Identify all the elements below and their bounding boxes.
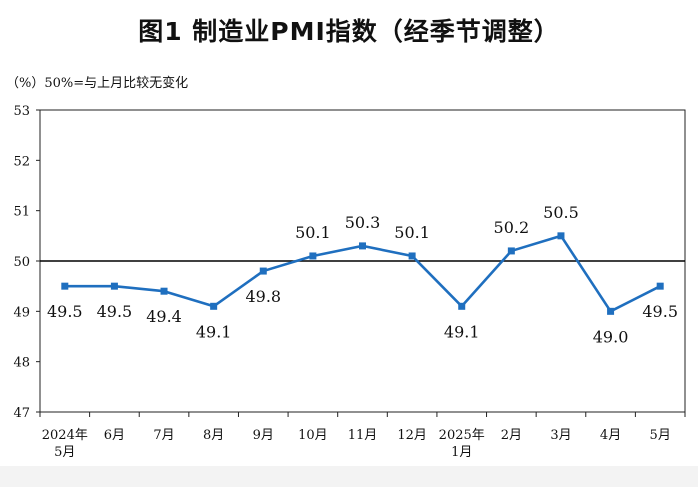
- data-point: [309, 252, 317, 260]
- data-label: 49.1: [444, 322, 480, 341]
- y-tick-label: 49: [13, 305, 30, 320]
- y-tick-label: 50: [13, 255, 30, 270]
- unit-note: （%）50%=与上月比较无变化: [6, 76, 189, 91]
- data-label: 50.1: [295, 223, 331, 242]
- chart-title: 图1 制造业PMI指数（经季节调整）: [138, 17, 560, 46]
- x-tick-label: 9月: [253, 428, 274, 443]
- data-point: [408, 252, 416, 260]
- x-tick-label: 2024年 5月: [42, 428, 88, 460]
- data-label: 49.1: [196, 322, 232, 341]
- data-point: [61, 282, 69, 290]
- x-tick-label: 6月: [104, 428, 125, 443]
- data-point: [359, 242, 366, 250]
- x-tick-label: 7月: [153, 428, 174, 443]
- data-label: 49.4: [146, 307, 182, 326]
- y-tick-label: 52: [13, 154, 30, 169]
- y-tick-label: 51: [13, 205, 30, 220]
- data-label: 49.5: [97, 302, 133, 321]
- x-tick-label: 10月: [298, 428, 328, 443]
- data-point: [110, 282, 118, 290]
- data-label: 50.5: [543, 203, 579, 222]
- x-tick-label: 12月: [397, 428, 427, 443]
- y-tick-label: 47: [13, 406, 30, 421]
- bottom-band: [0, 466, 698, 487]
- data-label: 49.8: [245, 287, 281, 306]
- y-tick-label: 53: [13, 104, 30, 119]
- data-label: 49.0: [593, 327, 629, 346]
- x-tick-label: 8月: [203, 428, 224, 443]
- data-point: [557, 232, 565, 240]
- data-point: [160, 287, 168, 295]
- data-point: [507, 247, 515, 255]
- x-tick-label: 3月: [550, 428, 571, 443]
- x-tick-label: 2025年 1月: [439, 428, 485, 460]
- data-point: [607, 307, 615, 315]
- data-point: [656, 282, 664, 290]
- data-point: [458, 302, 466, 310]
- data-label: 50.1: [394, 223, 430, 242]
- x-tick-label: 5月: [650, 428, 671, 443]
- data-label: 50.3: [345, 213, 381, 232]
- y-tick-label: 48: [13, 356, 30, 371]
- data-label: 49.5: [642, 302, 678, 321]
- x-tick-label: 4月: [600, 428, 621, 443]
- data-point: [259, 267, 267, 275]
- x-tick-label: 2月: [501, 428, 522, 443]
- data-label: 49.5: [47, 302, 83, 321]
- x-tick-label: 11月: [348, 428, 378, 443]
- data-label: 50.2: [494, 218, 530, 237]
- data-point: [210, 302, 218, 310]
